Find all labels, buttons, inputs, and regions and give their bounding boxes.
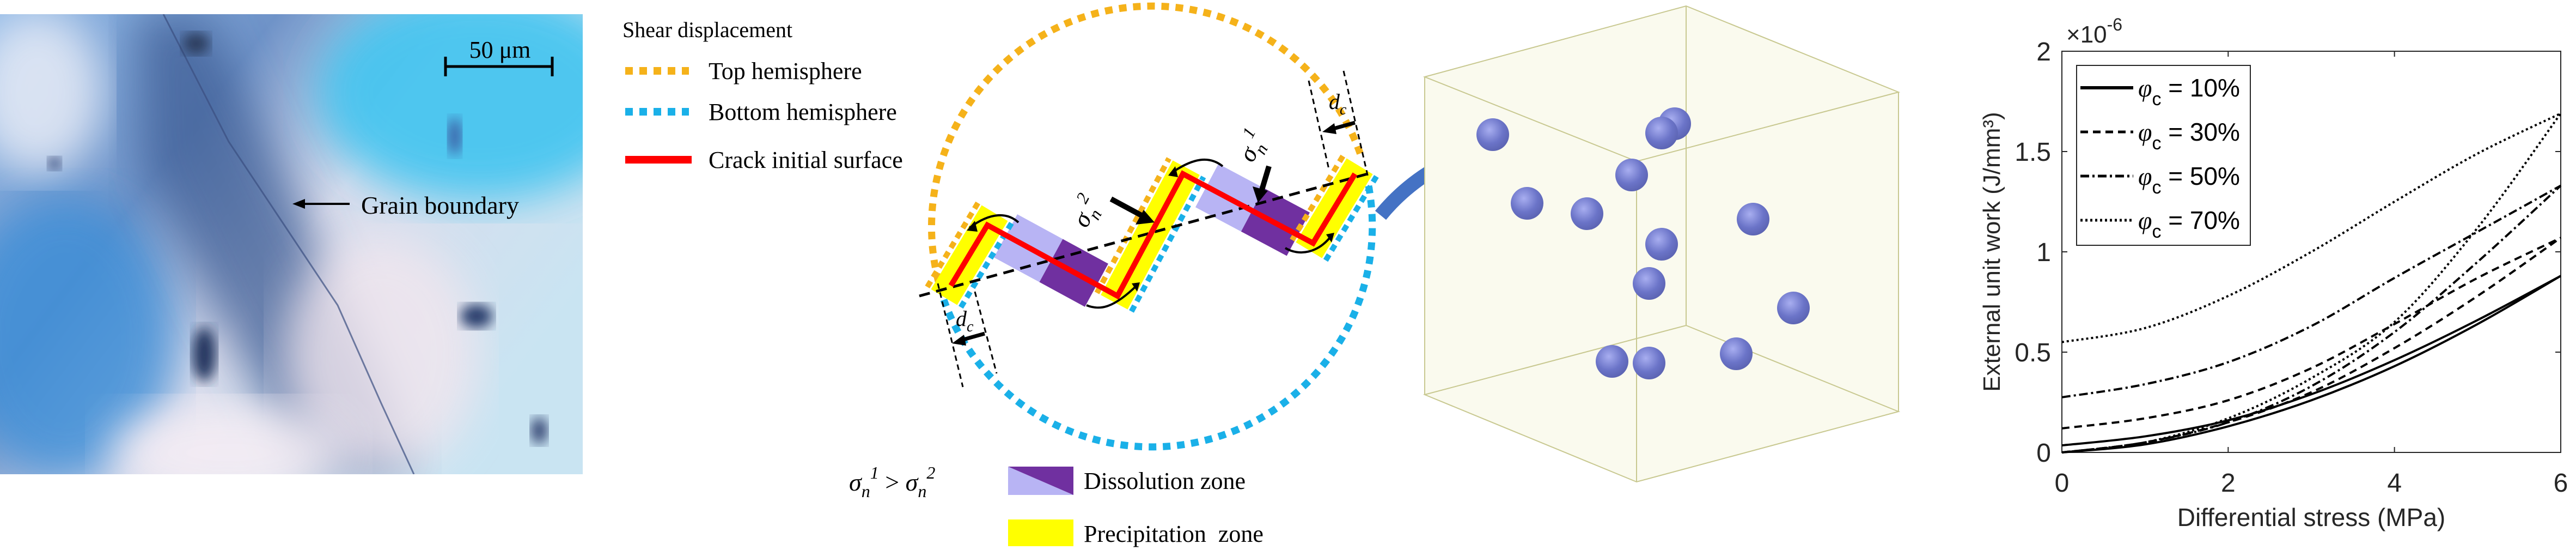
mean-plane-line [919, 172, 1368, 298]
x-axis-label: Differential stress (MPa) [2177, 503, 2446, 531]
sigma1-label: σn1 [1228, 124, 1275, 168]
y-tick-label: 1 [2036, 238, 2051, 267]
sphere [1596, 345, 1628, 378]
legend-top-hemisphere: Top hemisphere [625, 58, 862, 84]
cube-edges [1423, 5, 1901, 483]
sigma1-arrow [1253, 165, 1272, 203]
legend-bottom-hemisphere: Bottom hemisphere [625, 99, 897, 125]
top-hemisphere-arc [928, 2, 1366, 282]
sphere [1645, 228, 1678, 261]
sphere [1633, 267, 1665, 300]
sigma2-label: σn2 [1062, 190, 1109, 234]
legend-box [2076, 65, 2251, 246]
x-tick-label: 2 [2221, 469, 2236, 498]
legend-item: φc = 70% [2080, 206, 2240, 242]
legend-label: φc = 10% [2138, 74, 2240, 110]
dc-marker-left [937, 283, 998, 388]
sphere [1476, 118, 1509, 151]
dissolution-zone-label: Dissolution zone [1084, 468, 1246, 494]
curve-lower-branch [2061, 112, 2562, 454]
sphere [1777, 292, 1810, 324]
scale-bar: 50 μm [444, 37, 554, 76]
dc-arrow-left [952, 331, 985, 346]
curve-lower-branch [2061, 275, 2562, 454]
grain-boundary-label: Grain boundary [361, 191, 519, 219]
sphere [1645, 117, 1678, 149]
micrograph-image [0, 14, 583, 474]
legend-label: φc = 50% [2138, 162, 2240, 198]
crack-initial-surface [948, 170, 1358, 300]
curves [2061, 112, 2562, 454]
legend-label: φc = 30% [2138, 118, 2240, 154]
y-tick-label: 0 [2036, 439, 2051, 468]
y-tick-label: 2 [2036, 38, 2051, 67]
legend-item: φc = 10% [2080, 74, 2240, 110]
series-70 [2061, 112, 2562, 454]
sphere [1633, 347, 1665, 379]
legend-label: Crack initial surface [709, 147, 903, 173]
dc-arrow-right [1322, 120, 1356, 134]
stress-relation: σn1 > σn2 [849, 463, 935, 501]
curve-upper-branch [2061, 112, 2561, 343]
legend-label: φc = 70% [2138, 206, 2240, 242]
arrowheads [967, 166, 1334, 292]
dc-label-right: dc [1329, 89, 1347, 118]
scale-bar-label: 50 μm [469, 37, 531, 63]
x-tick-label: 4 [2387, 469, 2402, 498]
sphere [1615, 159, 1648, 191]
bottom-hemisphere-arc [940, 185, 1376, 451]
series-10 [2061, 275, 2562, 454]
curve-upper-branch [2061, 275, 2561, 447]
sphere [1737, 203, 1769, 235]
legend-label: Top hemisphere [709, 58, 862, 84]
legend-item: φc = 50% [2080, 162, 2240, 198]
schematic-panel: Shear displacement Top hemisphere Bottom… [622, 2, 1490, 547]
x-tick-label: 0 [2055, 469, 2070, 498]
dc-marker-right [1308, 70, 1369, 178]
legend: φc = 10% φc = 30% φc = 50% φc = 70% [2076, 65, 2251, 246]
y-multiplier: ×10-6 [2066, 15, 2122, 48]
cube-panel [1423, 5, 1901, 483]
precipitation-zone-swatch [1008, 519, 1073, 546]
spheres [1476, 107, 1810, 379]
grain-boundary-annotation: Grain boundary [292, 191, 519, 219]
sigma2-arrow [1109, 196, 1155, 225]
sphere [1511, 187, 1543, 220]
dc-label-left: dc [956, 306, 974, 335]
axis-ticks: 0 2 4 6 0 0.5 1 1.5 2 [2015, 38, 2568, 498]
shear-curved-arrows [968, 159, 1333, 309]
x-tick-label: 6 [2554, 469, 2568, 498]
y-axis-label: External unit work (J/mm³) [1979, 112, 2005, 391]
sphere [1571, 197, 1603, 230]
arrow-left-icon [292, 199, 305, 209]
sphere [1720, 337, 1753, 370]
chart-panel: 0 2 4 6 0 0.5 1 1.5 2 ×10-6 External unit work (… [1979, 15, 2568, 531]
legend-title: Shear displacement [622, 17, 792, 42]
legend-crack-surface: Crack initial surface [625, 147, 903, 173]
precipitation-zone-label: Precipitation zone [1084, 521, 1263, 547]
curve-upper-branch [2061, 184, 2561, 398]
y-tick-label: 0.5 [2015, 339, 2051, 367]
y-tick-label: 1.5 [2015, 138, 2051, 167]
dissolution-zone-swatch [1008, 467, 1073, 495]
legend-label: Bottom hemisphere [709, 99, 897, 125]
legend-item: φc = 30% [2080, 118, 2240, 154]
micrograph-panel: 50 μm Grain boundary [0, 14, 583, 474]
